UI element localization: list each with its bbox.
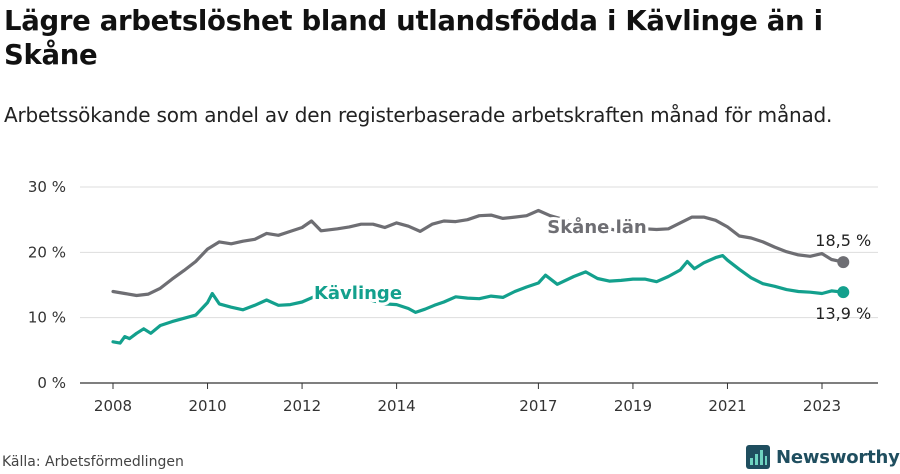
series-name-label: Skåne län <box>547 216 647 238</box>
series-lines <box>111 208 850 345</box>
x-tick-label: 2012 <box>283 397 321 415</box>
x-tick-label: 2010 <box>188 397 226 415</box>
y-tick-label: 20 % <box>28 243 66 261</box>
chart-title: Lägre arbetslöshet bland utlandsfödda i … <box>4 5 823 71</box>
x-tick-label: 2017 <box>519 397 557 415</box>
series-end-dot <box>837 256 850 269</box>
x-tick-label: 2019 <box>614 397 652 415</box>
newsworthy-logo-icon <box>746 445 770 469</box>
series-line-kavlinge <box>111 254 845 345</box>
series-end-label: 13,9 % <box>815 304 871 323</box>
brand-name: Newsworthy <box>776 446 900 468</box>
series-end-label: 18,5 % <box>815 231 871 250</box>
series-labels: 18,5 % Skåne län 13,9 % Kävlinge <box>311 213 871 323</box>
chart-subtitle: Arbetssökande som andel av den registerb… <box>4 103 833 127</box>
x-tick-label: 2021 <box>708 397 746 415</box>
series-line-skane <box>111 208 845 298</box>
x-tick-label: 2008 <box>94 397 132 415</box>
y-tick-label: 0 % <box>37 374 66 392</box>
series-end-dot <box>837 286 850 299</box>
x-axis: 2008 2010 2012 2014 2017 2019 2021 2023 <box>94 383 841 415</box>
series-name-label: Kävlinge <box>314 283 402 304</box>
x-tick-label: 2014 <box>378 397 416 415</box>
y-tick-label: 30 % <box>28 178 66 196</box>
x-tick-label: 2023 <box>803 397 841 415</box>
source-note: Källa: Arbetsförmedlingen <box>2 454 184 470</box>
gridlines <box>80 186 878 384</box>
y-tick-label: 10 % <box>28 309 66 327</box>
y-axis-ticks: 0 % 10 % 20 % 30 % <box>28 178 66 392</box>
brand-logo: Newsworthy <box>746 443 900 471</box>
